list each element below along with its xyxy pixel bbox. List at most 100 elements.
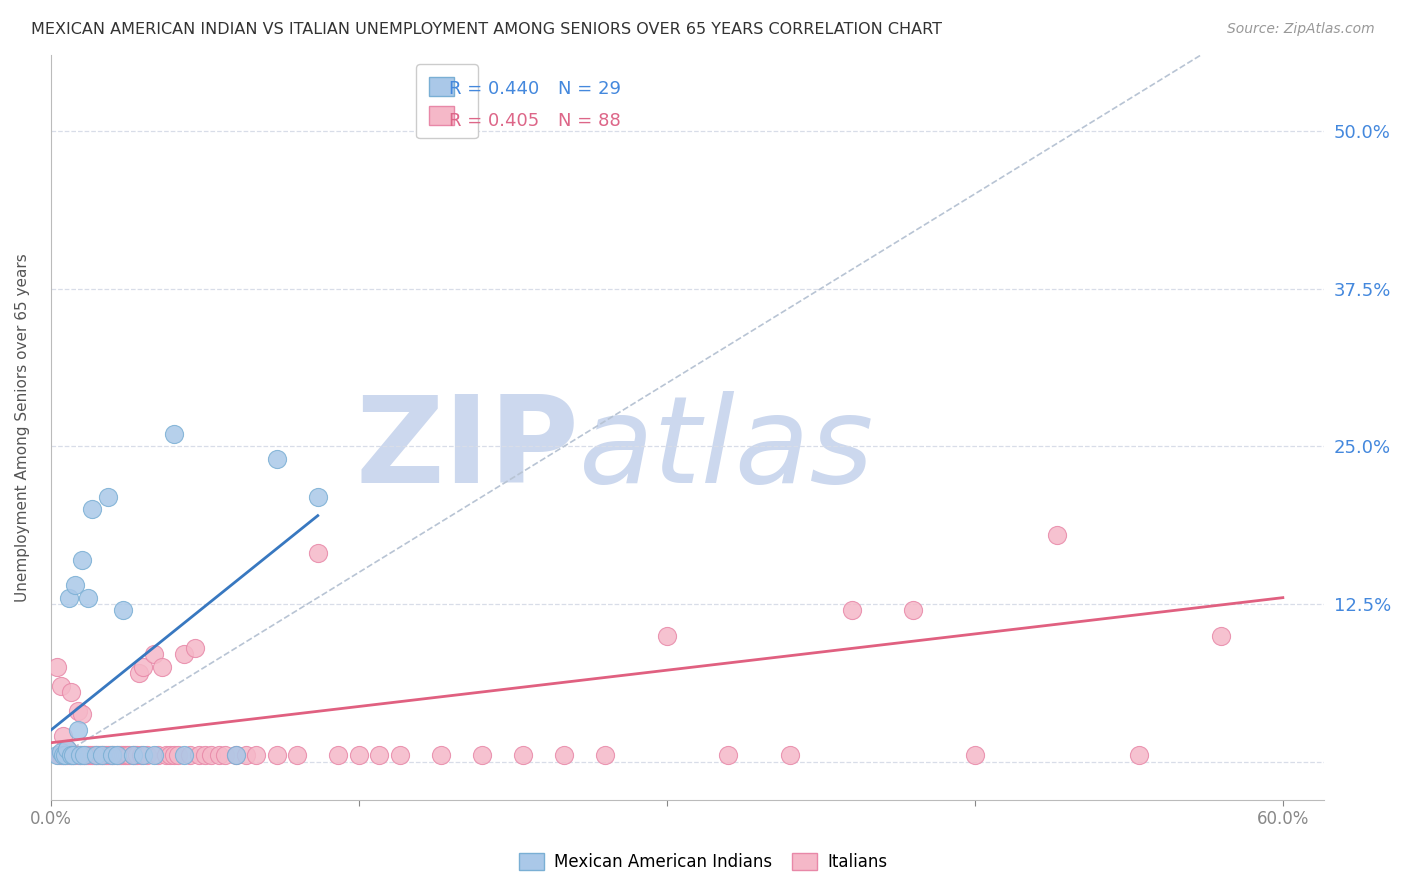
Point <box>146 748 169 763</box>
Text: Source: ZipAtlas.com: Source: ZipAtlas.com <box>1227 22 1375 37</box>
Point <box>122 748 145 763</box>
Point <box>779 748 801 763</box>
Point <box>87 748 110 763</box>
Point <box>107 748 129 763</box>
Point <box>56 748 79 763</box>
Point <box>142 648 165 662</box>
Point <box>49 679 72 693</box>
Point <box>225 748 247 763</box>
Legend: Mexican American Indians, Italians: Mexican American Indians, Italians <box>510 845 896 880</box>
Point <box>52 748 75 763</box>
Point <box>132 660 155 674</box>
Point <box>841 603 863 617</box>
Point <box>53 748 76 763</box>
Legend: , : , <box>416 64 478 138</box>
Point <box>187 748 209 763</box>
Point <box>66 723 89 738</box>
Point <box>208 748 231 763</box>
Point <box>101 748 124 763</box>
Point <box>103 748 125 763</box>
Point <box>84 748 107 763</box>
Point <box>65 748 87 763</box>
Point <box>105 748 128 763</box>
Point <box>84 748 107 763</box>
Point <box>80 748 103 763</box>
Point <box>125 748 148 763</box>
Point <box>214 748 236 763</box>
Point <box>553 748 575 763</box>
Point <box>83 748 105 763</box>
Point <box>266 748 288 763</box>
Point <box>76 591 98 605</box>
Point <box>66 748 89 763</box>
Point <box>235 748 257 763</box>
Point <box>142 748 165 763</box>
Point <box>65 578 87 592</box>
Point <box>76 748 98 763</box>
Point <box>347 748 370 763</box>
Point <box>129 748 152 763</box>
Point <box>307 490 329 504</box>
Point <box>91 748 114 763</box>
Point <box>70 748 93 763</box>
Point <box>194 748 217 763</box>
Point <box>368 748 391 763</box>
Point <box>79 748 101 763</box>
Point <box>46 660 69 674</box>
Point <box>512 748 534 763</box>
Point <box>1128 748 1150 763</box>
Point <box>114 748 136 763</box>
Point <box>75 748 97 763</box>
Text: R = 0.405: R = 0.405 <box>450 112 540 129</box>
Point <box>155 748 177 763</box>
Text: N = 88: N = 88 <box>558 112 620 129</box>
Point <box>60 748 83 763</box>
Point <box>285 748 308 763</box>
Point <box>66 704 89 718</box>
Point <box>111 748 134 763</box>
Point <box>163 748 186 763</box>
Point <box>62 748 84 763</box>
Point <box>200 748 222 763</box>
Point <box>97 748 120 763</box>
Point <box>122 748 145 763</box>
Point <box>167 748 190 763</box>
Point <box>128 666 150 681</box>
Point <box>70 706 93 721</box>
Point <box>80 502 103 516</box>
Point <box>132 748 155 763</box>
Point <box>471 748 494 763</box>
Point <box>225 748 247 763</box>
Point <box>62 748 84 763</box>
Point <box>56 742 79 756</box>
Point <box>56 742 79 756</box>
Text: ZIP: ZIP <box>356 392 579 508</box>
Point <box>69 748 91 763</box>
Point <box>1046 527 1069 541</box>
Point <box>173 748 195 763</box>
Point <box>73 748 96 763</box>
Point <box>60 685 83 699</box>
Text: R = 0.440: R = 0.440 <box>450 79 540 97</box>
Point <box>163 426 186 441</box>
Point <box>58 591 80 605</box>
Text: MEXICAN AMERICAN INDIAN VS ITALIAN UNEMPLOYMENT AMONG SENIORS OVER 65 YEARS CORR: MEXICAN AMERICAN INDIAN VS ITALIAN UNEMP… <box>31 22 942 37</box>
Point <box>93 748 115 763</box>
Point <box>266 451 288 466</box>
Point <box>1211 628 1233 642</box>
Y-axis label: Unemployment Among Seniors over 65 years: Unemployment Among Seniors over 65 years <box>15 253 30 602</box>
Point <box>53 748 76 763</box>
Point <box>388 748 411 763</box>
Point <box>100 748 122 763</box>
Point <box>97 490 120 504</box>
Point <box>49 745 72 759</box>
Point <box>173 648 195 662</box>
Text: N = 29: N = 29 <box>558 79 620 97</box>
Point <box>60 748 83 763</box>
Point <box>52 730 75 744</box>
Point <box>150 660 173 674</box>
Point <box>105 748 128 763</box>
Point <box>110 748 132 763</box>
Point <box>49 748 72 763</box>
Point <box>179 748 201 763</box>
